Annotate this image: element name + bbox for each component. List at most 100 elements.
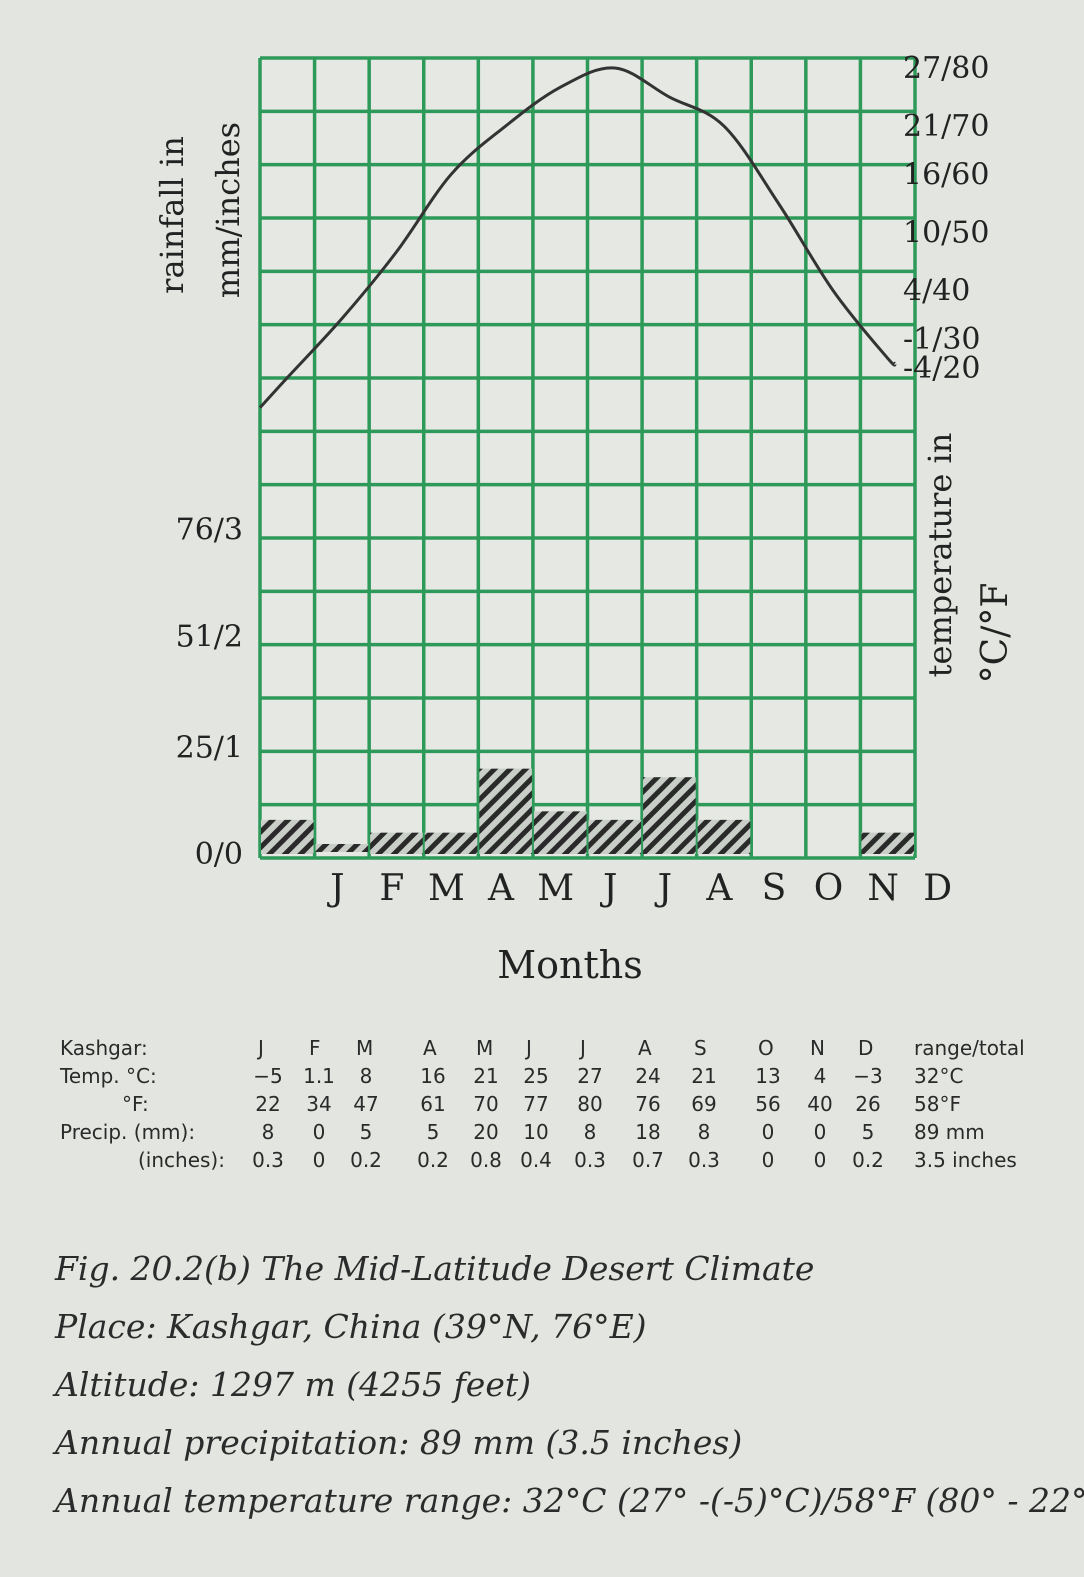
precip-bar <box>479 768 532 854</box>
table-cell: 0.3 <box>252 1148 284 1172</box>
right-axis-ticks: 27/80 21/70 16/60 10/50 4/40 -1/30-4/20 <box>903 51 989 386</box>
table-cell: 0.3 <box>688 1148 720 1172</box>
table-cell: 76 <box>635 1092 661 1116</box>
table-month-header: J <box>258 1036 264 1060</box>
table-summary-cell: 89 mm <box>914 1120 985 1144</box>
table-row-label: Precip. (mm): <box>60 1120 196 1144</box>
table-row-label: Temp. °C: <box>60 1064 157 1088</box>
table-row: °F: 22 34 47 61 70 77 80 76 69 56 40 26 58°F <box>58 1092 1058 1120</box>
temperature-curve <box>258 66 897 409</box>
table-month-header: M <box>476 1036 494 1060</box>
left-axis-tick-label: 25/1 <box>176 730 243 765</box>
table-cell: 40 <box>807 1092 833 1116</box>
climate-chart: 0/0 25/1 51/2 76/3 27/80 21/70 16/60 10/50 4/40… <box>153 51 1016 987</box>
table-cell: 20 <box>473 1120 499 1144</box>
chart-grid <box>258 56 917 860</box>
table-month-header: A <box>638 1036 652 1060</box>
table-month-header: J <box>526 1036 532 1060</box>
table-cell: 10 <box>523 1120 549 1144</box>
precip-bar <box>261 819 314 854</box>
table-cell: 80 <box>577 1092 603 1116</box>
month-tick-label: N <box>867 868 899 909</box>
month-tick-label: S <box>762 868 787 909</box>
table-cell: 21 <box>473 1064 499 1088</box>
right-axis-tick-label: 21/70 <box>903 109 989 144</box>
table-cell: 61 <box>420 1092 446 1116</box>
table-cell: 16 <box>420 1064 446 1088</box>
table-cell: 0.2 <box>350 1148 382 1172</box>
precip-bar <box>643 777 696 854</box>
left-axis-tick-label: 51/2 <box>176 619 243 654</box>
table-cell: 56 <box>755 1092 781 1116</box>
caption-temperature-range: Annual temperature range: 32°C (27° -(-5… <box>55 1481 1084 1520</box>
table-cell: 34 <box>306 1092 332 1116</box>
precip-bar <box>533 811 587 854</box>
table-cell: 77 <box>523 1092 549 1116</box>
table-cell: 0.3 <box>574 1148 606 1172</box>
table-cell: 26 <box>855 1092 881 1116</box>
table-cell: 21 <box>691 1064 717 1088</box>
table-cell: 70 <box>473 1092 499 1116</box>
right-axis-title-line2: °C/°F <box>975 583 1016 684</box>
month-tick-label: O <box>814 868 844 909</box>
table-cell: 0.2 <box>852 1148 884 1172</box>
table-cell: 5 <box>359 1120 373 1144</box>
table-cell: 69 <box>691 1092 717 1116</box>
month-tick-label: F <box>379 868 404 909</box>
month-tick-label: D <box>923 868 952 909</box>
table-cell: 4 <box>813 1064 827 1088</box>
table-header-row: Kashgar: J F M A M J J A S O N D range/total <box>58 1036 1058 1064</box>
table-month-header: F <box>309 1036 321 1060</box>
precip-bar <box>588 819 642 854</box>
table-cell: −5 <box>253 1064 283 1088</box>
table-cell: 0.4 <box>520 1148 552 1172</box>
table-summary-cell: 3.5 inches <box>914 1148 1017 1172</box>
left-axis-title-line2: mm/inches <box>209 122 247 298</box>
table-cell: 8 <box>261 1120 275 1144</box>
right-axis-tick-label: 4/40 <box>903 274 970 309</box>
table-cell: 24 <box>635 1064 661 1088</box>
right-axis-tick-label: -1/30 <box>903 322 981 357</box>
table-cell: 5 <box>861 1120 875 1144</box>
table-cell: 8 <box>359 1064 373 1088</box>
right-axis-tick-label: 16/60 <box>903 157 989 192</box>
month-tick-label: A <box>487 868 515 909</box>
caption-place: Place: Kashgar, China (39°N, 76°E) <box>55 1307 647 1346</box>
table-cell: 1.1 <box>303 1064 335 1088</box>
climate-data-table: Kashgar: J F M A M J J A S O N D range/total Temp. … <box>58 1036 1058 1176</box>
left-axis-ticks: 0/0 25/1 51/2 76/3 <box>176 513 243 872</box>
month-tick-label: J <box>326 868 344 909</box>
table-cell: 5 <box>426 1120 440 1144</box>
table-cell: 22 <box>255 1092 281 1116</box>
table-month-header: J <box>580 1036 586 1060</box>
table-cell: 8 <box>697 1120 711 1144</box>
right-axis-tick-label: 27/80 <box>903 51 989 86</box>
table-cell: 0 <box>761 1148 775 1172</box>
table-cell: 25 <box>523 1064 549 1088</box>
table-cell: 47 <box>353 1092 379 1116</box>
table-row: (inches): 0.3 0 0.2 0.2 0.8 0.4 0.3 0.7 0.3 0 0 0.2 3… <box>58 1148 1058 1176</box>
table-cell: 0 <box>813 1148 827 1172</box>
table-summary-cell: 58°F <box>914 1092 961 1116</box>
month-tick-label: J <box>599 868 617 909</box>
precip-bar <box>861 832 914 854</box>
table-place-label: Kashgar: <box>60 1036 148 1060</box>
right-axis-tick-label: -4/20 <box>903 351 981 386</box>
table-cell: 0.8 <box>470 1148 502 1172</box>
table-cell: 0 <box>312 1120 326 1144</box>
caption-precipitation: Annual precipitation: 89 mm (3.5 inches) <box>55 1423 743 1462</box>
precip-bars <box>261 768 914 854</box>
table-month-header: A <box>423 1036 437 1060</box>
caption-figure-title: Fig. 20.2(b) The Mid-Latitude Desert Cli… <box>55 1249 815 1288</box>
table-month-header: M <box>356 1036 374 1060</box>
month-tick-label: A <box>705 868 733 909</box>
table-row-label: °F: <box>122 1092 149 1116</box>
table-month-header: O <box>758 1036 774 1060</box>
left-axis-tick-label: 0/0 <box>195 837 243 872</box>
table-row: Temp. °C: −5 1.1 8 16 21 25 27 24 21 13 4 −3 32°C <box>58 1064 1058 1092</box>
left-axis-tick-label: 76/3 <box>176 513 243 548</box>
caption-altitude: Altitude: 1297 m (4255 feet) <box>55 1365 531 1404</box>
table-cell: 13 <box>755 1064 781 1088</box>
table-cell: 8 <box>583 1120 597 1144</box>
